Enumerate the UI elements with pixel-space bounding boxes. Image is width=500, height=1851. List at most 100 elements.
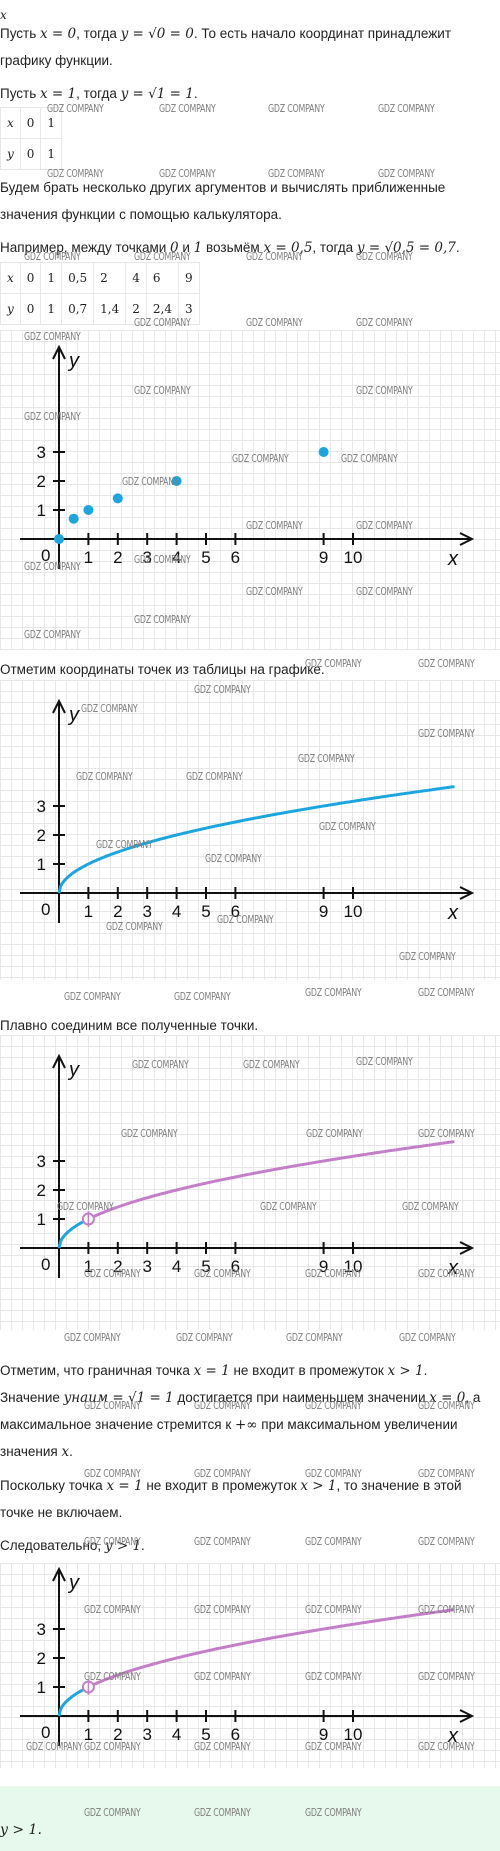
watermark: GDZ COMPANY	[356, 519, 413, 532]
watermark: GDZ COMPANY	[418, 1740, 475, 1753]
x-axis-arrow	[459, 886, 475, 900]
watermark: GDZ COMPANY	[64, 1331, 121, 1344]
watermark: GDZ COMPANY	[194, 683, 251, 696]
text-line-exclude-cont: точке не включаем.	[0, 1505, 123, 1520]
sqrt-curve-range	[87, 1140, 455, 1221]
x-tick-label: 5	[201, 1725, 210, 1744]
sqrt-curve-range	[87, 1608, 455, 1689]
watermark: GDZ COMPANY	[305, 1535, 362, 1548]
graph-curve: x y 0 1 2 3 4 5 6 9 10 1 2 3	[0, 680, 500, 980]
text-line-origin-cont: графику функции.	[0, 53, 113, 68]
data-point	[112, 493, 123, 504]
table-cell: y	[0, 293, 21, 325]
x-tick-label: 3	[142, 1725, 151, 1744]
table-cell: 0,5	[61, 262, 95, 294]
watermark: GDZ COMPANY	[356, 1055, 413, 1068]
y-axis-label: y	[67, 1059, 80, 1081]
watermark: GDZ COMPANY	[121, 1127, 178, 1140]
watermark: GDZ COMPANY	[134, 613, 191, 626]
watermark: GDZ COMPANY	[305, 657, 362, 670]
watermark: GDZ COMPANY	[84, 1399, 141, 1412]
table-cell: 0	[19, 262, 42, 294]
x-tick-label: 1	[84, 1725, 93, 1744]
watermark: GDZ COMPANY	[64, 990, 121, 1003]
watermark: GDZ COMPANY	[268, 167, 325, 180]
x-axis-arrow	[459, 1709, 475, 1723]
table-cell: 1	[40, 138, 63, 170]
data-point	[83, 505, 94, 515]
text-line-example: Например, между точками 0 и 1 возьмём x …	[0, 240, 460, 256]
top-variable: x	[0, 8, 7, 22]
table-cell: 1	[40, 262, 63, 294]
table-cell: x	[0, 107, 21, 139]
watermark: GDZ COMPANY	[341, 452, 398, 465]
watermark: GDZ COMPANY	[217, 913, 274, 926]
x-axis-arrow	[459, 532, 475, 546]
x-axis-label: x	[447, 902, 459, 924]
x-tick-label: 1	[84, 1257, 93, 1276]
text-line-connect: Плавно соединим все полученные точки.	[0, 1018, 259, 1033]
watermark: GDZ COMPANY	[286, 1331, 343, 1344]
origin-label: 0	[41, 1723, 50, 1742]
table-cell: 3	[177, 293, 200, 325]
x-tick-label: 9	[319, 902, 328, 921]
watermark: GDZ COMPANY	[159, 167, 216, 180]
text-line-boundary: Отметим, что граничная точка x = 1 не вх…	[0, 1363, 428, 1379]
watermark: GDZ COMPANY	[159, 102, 216, 115]
x-tick-label: 9	[319, 548, 328, 567]
watermark: GDZ COMPANY	[305, 1267, 362, 1280]
x-tick-label: 4	[172, 902, 181, 921]
watermark: GDZ COMPANY	[305, 1740, 362, 1753]
table-cell: 6	[145, 262, 179, 294]
text-line-origin: Пусть x = 0, тогда y = √0 = 0. То есть н…	[0, 26, 451, 42]
watermark: GDZ COMPANY	[298, 752, 355, 765]
text-line-approx-cont: значения функции с помощью калькулятора.	[0, 207, 282, 222]
x-tick-label: 10	[344, 548, 363, 567]
table-cell: 4	[125, 262, 147, 294]
watermark: GDZ COMPANY	[134, 384, 191, 397]
watermark: GDZ COMPANY	[305, 1399, 362, 1412]
x-tick-label: 4	[172, 1725, 181, 1744]
watermark: GDZ COMPANY	[106, 920, 163, 933]
y-axis-label: y	[67, 704, 80, 726]
y-axis-label: y	[67, 350, 80, 372]
watermark: GDZ COMPANY	[246, 316, 303, 329]
table-row: y 0 1	[0, 138, 63, 170]
x-tick-label: 10	[344, 1725, 363, 1744]
sqrt-curve-excluded	[57, 1218, 88, 1249]
y-tick-label: 2	[37, 1649, 46, 1668]
watermark: GDZ COMPANY	[96, 838, 153, 851]
watermark: GDZ COMPANY	[305, 1467, 362, 1480]
y-tick-label: 1	[37, 855, 46, 874]
y-tick-label: 2	[37, 826, 46, 845]
watermark: GDZ COMPANY	[418, 1603, 475, 1616]
table-cell: 2,4	[145, 293, 179, 325]
watermark: GDZ COMPANY	[84, 1535, 141, 1548]
watermark: GDZ COMPANY	[174, 990, 231, 1003]
x-tick-label: 3	[142, 902, 151, 921]
watermark: GDZ COMPANY	[176, 1331, 233, 1344]
watermark: GDZ COMPANY	[418, 657, 475, 670]
watermark: GDZ COMPANY	[76, 770, 133, 783]
x-tick-label: 9	[319, 1725, 328, 1744]
graph-points: x y 0 1 2 3 4 5 6 9 10 1 2 3	[0, 330, 500, 650]
text-line-min-value: Значение yнаим = √1 = 1 достигается при …	[0, 1390, 481, 1406]
text-line-conclusion: Следовательно, y > 1.	[0, 1538, 145, 1554]
graph-points-svg: x y 0 1 2 3 4 5 6 9 10 1 2 3	[20, 344, 475, 570]
table-cell: 1,4	[93, 293, 127, 325]
data-point	[68, 513, 79, 524]
y-tick-label: 3	[37, 797, 46, 816]
y-tick-label: 3	[37, 1152, 46, 1171]
x-axis-arrow	[459, 1241, 475, 1255]
watermark: GDZ COMPANY	[205, 852, 262, 865]
table-cell: x	[0, 262, 21, 294]
watermark: GDZ COMPANY	[232, 452, 289, 465]
watermark: GDZ COMPANY	[57, 1200, 114, 1213]
watermark: GDZ COMPANY	[305, 1603, 362, 1616]
watermark: GDZ COMPANY	[194, 1670, 251, 1683]
watermark: GDZ COMPANY	[402, 1200, 459, 1213]
watermark: GDZ COMPANY	[26, 1740, 83, 1753]
graph-open-point: x y 0 1 2 3 4 5 6 9 10 1 2 3	[0, 1035, 500, 1330]
watermark: GDZ COMPANY	[24, 410, 81, 423]
graph-curve-svg: x y 0 1 2 3 4 5 6 9 10 1 2 3	[20, 698, 475, 924]
